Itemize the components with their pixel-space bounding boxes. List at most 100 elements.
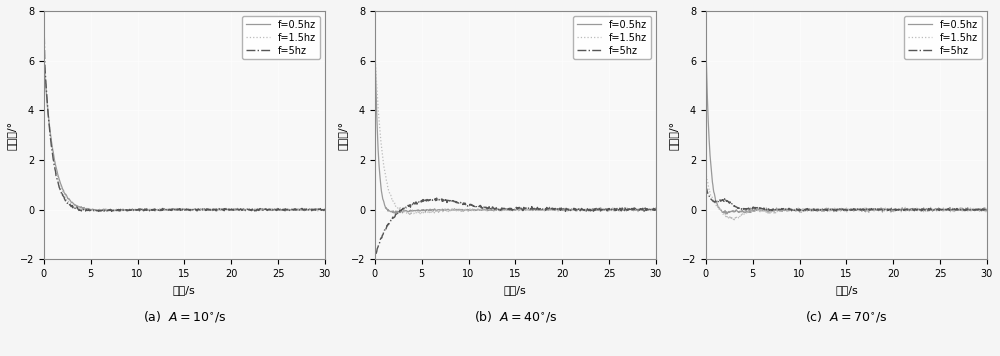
f=0.5hz	[56, 185, 68, 190]
f=1.5hz	[463, 209, 475, 213]
f=0.5hz	[925, 207, 937, 211]
f=0.5hz	[794, 210, 806, 214]
Line: f=0.5hz: f=0.5hz	[44, 74, 325, 211]
f=0.5hz	[39, 72, 51, 76]
f=0.5hz	[112, 209, 124, 213]
f=5hz	[106, 209, 118, 214]
f=5hz	[963, 207, 975, 211]
f=5hz	[981, 208, 993, 212]
f=5hz	[925, 206, 937, 211]
f=0.5hz	[319, 208, 331, 212]
f=5hz	[56, 192, 68, 197]
f=1.5hz	[793, 206, 805, 210]
f=0.5hz	[721, 212, 733, 216]
f=1.5hz	[56, 188, 68, 192]
f=0.5hz	[387, 209, 399, 213]
f=1.5hz	[422, 209, 434, 213]
f=5hz	[310, 208, 322, 212]
f=1.5hz	[753, 208, 765, 212]
f=0.5hz	[718, 211, 730, 215]
f=1.5hz	[594, 208, 606, 212]
f=0.5hz	[301, 207, 313, 211]
f=5hz	[700, 190, 712, 194]
f=5hz	[131, 208, 143, 212]
Line: f=1.5hz: f=1.5hz	[375, 57, 656, 215]
f=1.5hz	[632, 209, 644, 214]
f=0.5hz	[91, 208, 103, 213]
f=5hz	[650, 208, 662, 213]
f=5hz	[641, 207, 653, 211]
f=0.5hz	[700, 121, 712, 125]
f=0.5hz	[642, 208, 654, 212]
f=0.5hz	[981, 209, 993, 213]
Line: f=5hz: f=5hz	[44, 36, 325, 211]
f=1.5hz	[972, 207, 984, 211]
f=1.5hz	[718, 212, 730, 216]
f=5hz	[793, 209, 805, 213]
f=5hz	[973, 207, 985, 211]
f=1.5hz	[38, 46, 50, 50]
Title: (a)  $\mathit{A}=10^{\circ}$/s: (a) $\mathit{A}=10^{\circ}$/s	[143, 309, 226, 324]
f=5hz	[38, 34, 50, 38]
f=5hz	[632, 206, 644, 211]
f=0.5hz	[369, 60, 381, 64]
f=0.5hz	[632, 208, 644, 212]
f=5hz	[90, 209, 102, 213]
Line: f=5hz: f=5hz	[706, 189, 987, 211]
f=1.5hz	[369, 55, 381, 59]
f=5hz	[369, 34, 381, 38]
f=0.5hz	[973, 208, 985, 212]
f=0.5hz	[594, 208, 606, 213]
f=1.5hz	[98, 209, 110, 214]
f=5hz	[718, 199, 730, 204]
X-axis label: 时间/s: 时间/s	[504, 284, 527, 295]
f=5hz	[462, 203, 474, 208]
f=1.5hz	[650, 207, 662, 211]
X-axis label: 时间/s: 时间/s	[835, 284, 858, 295]
Title: (c)  $\mathit{A}=70^{\circ}$/s: (c) $\mathit{A}=70^{\circ}$/s	[805, 309, 888, 324]
Line: f=1.5hz: f=1.5hz	[706, 172, 987, 220]
f=0.5hz	[963, 208, 975, 212]
f=1.5hz	[924, 207, 936, 211]
Title: (b)  $\mathit{A}=40^{\circ}$/s: (b) $\mathit{A}=40^{\circ}$/s	[474, 309, 557, 324]
f=5hz	[593, 206, 605, 210]
f=1.5hz	[262, 207, 274, 211]
Legend: f=0.5hz, f=1.5hz, f=5hz: f=0.5hz, f=1.5hz, f=5hz	[904, 16, 982, 59]
f=1.5hz	[301, 207, 313, 211]
Line: f=1.5hz: f=1.5hz	[44, 48, 325, 211]
f=1.5hz	[414, 213, 426, 217]
f=5hz	[387, 215, 399, 220]
f=5hz	[422, 198, 434, 203]
f=1.5hz	[700, 170, 712, 174]
Legend: f=0.5hz, f=1.5hz, f=5hz: f=0.5hz, f=1.5hz, f=5hz	[573, 16, 651, 59]
f=0.5hz	[369, 96, 381, 100]
f=5hz	[896, 209, 908, 213]
Line: f=0.5hz: f=0.5hz	[375, 62, 656, 213]
Line: f=5hz: f=5hz	[375, 36, 656, 255]
f=5hz	[369, 253, 381, 257]
f=5hz	[753, 206, 765, 210]
f=5hz	[262, 208, 274, 212]
f=0.5hz	[650, 207, 662, 211]
Line: f=0.5hz: f=0.5hz	[706, 60, 987, 214]
f=0.5hz	[463, 208, 475, 212]
f=1.5hz	[90, 209, 102, 213]
Y-axis label: 姿态角/°: 姿态角/°	[7, 121, 17, 150]
f=0.5hz	[263, 208, 275, 212]
f=0.5hz	[311, 207, 323, 211]
f=1.5hz	[369, 58, 381, 63]
Legend: f=0.5hz, f=1.5hz, f=5hz: f=0.5hz, f=1.5hz, f=5hz	[242, 16, 320, 59]
f=1.5hz	[387, 199, 399, 203]
f=1.5hz	[642, 206, 654, 211]
Y-axis label: 姿态角/°: 姿态角/°	[669, 121, 679, 150]
f=0.5hz	[389, 211, 401, 215]
f=0.5hz	[753, 207, 765, 211]
f=5hz	[319, 208, 331, 212]
f=5hz	[301, 208, 313, 212]
f=0.5hz	[700, 58, 712, 62]
f=1.5hz	[310, 208, 322, 212]
f=0.5hz	[422, 208, 434, 212]
f=1.5hz	[131, 208, 143, 212]
f=1.5hz	[319, 208, 331, 212]
f=1.5hz	[981, 207, 993, 211]
